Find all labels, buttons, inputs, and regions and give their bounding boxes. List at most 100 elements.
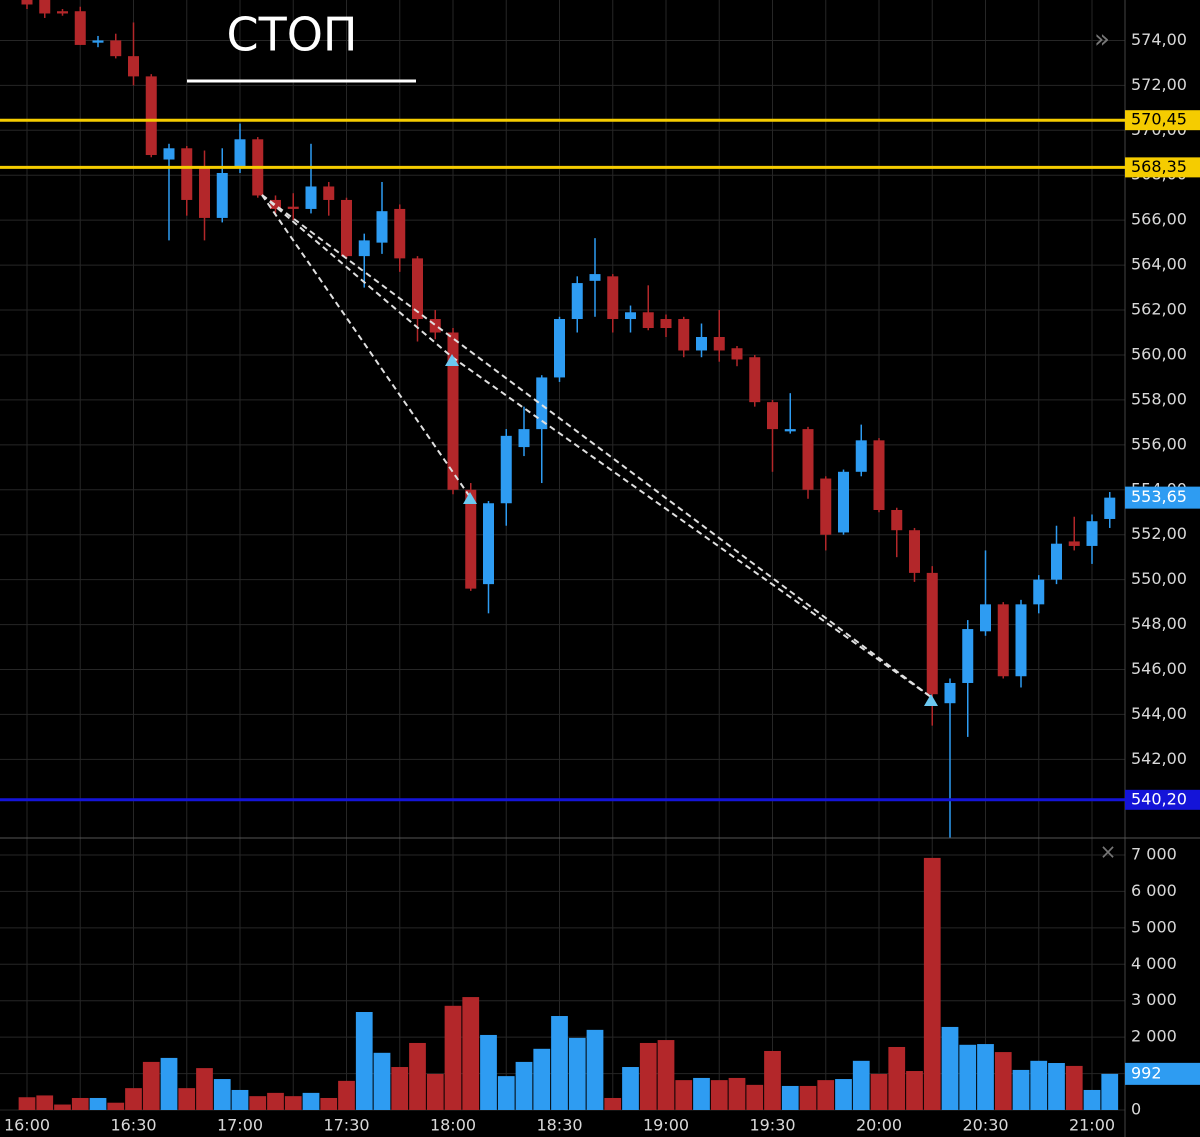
candle-body (1086, 521, 1098, 546)
volume-tick-label: 6 000 (1131, 881, 1177, 900)
volume-bar (125, 1088, 142, 1110)
x-tick-label: 17:30 (323, 1116, 369, 1135)
volume-tick-label: 7 000 (1131, 845, 1177, 864)
candle-body (394, 208, 406, 259)
volume-bar (604, 1097, 622, 1110)
volume-bar (426, 1073, 444, 1110)
volume-bar (817, 1080, 835, 1110)
candle-body (784, 429, 796, 432)
y-tick-label: 548,00 (1131, 614, 1187, 633)
y-tick-label: 572,00 (1131, 75, 1187, 94)
candle-body (341, 199, 352, 257)
volume-tick-label: 3 000 (1131, 990, 1177, 1009)
volume-bar (178, 1088, 196, 1110)
volume-bar (906, 1071, 923, 1110)
x-tick-label: 18:30 (536, 1116, 582, 1135)
volume-bar (462, 997, 480, 1110)
y-tick-label: 542,00 (1131, 749, 1187, 768)
volume-tick-label: 5 000 (1131, 917, 1177, 936)
volume-bar (693, 1077, 710, 1110)
volume-bar (107, 1102, 125, 1110)
volume-bar (675, 1080, 693, 1110)
candle-body (376, 211, 388, 243)
close-icon[interactable]: × (1100, 840, 1117, 864)
volume-bar (409, 1042, 426, 1110)
volume-bar (1065, 1065, 1083, 1110)
y-tick-label: 564,00 (1131, 255, 1187, 274)
axes: 542,00544,00546,00548,00550,00552,00554,… (0, 30, 1200, 1135)
volume-bar (249, 1096, 267, 1110)
volume-bar (320, 1097, 338, 1110)
volume-panel (18, 857, 1119, 1110)
volume-bar (781, 1085, 799, 1110)
level-label: 568,35 (1131, 157, 1187, 176)
candle-body (518, 429, 530, 448)
candle-body (412, 258, 423, 320)
candle-body (163, 148, 175, 160)
last-volume-label: 992 (1131, 1063, 1162, 1082)
candle-body (234, 139, 246, 169)
annotation: СТОП (226, 8, 357, 62)
volume-bar (888, 1046, 906, 1110)
collapse-icon[interactable]: » (1094, 25, 1110, 55)
trend-line (451, 356, 932, 698)
x-tick-label: 19:30 (749, 1116, 795, 1135)
candle-body (855, 440, 867, 472)
y-tick-label: 574,00 (1131, 30, 1187, 49)
volume-bar (284, 1096, 302, 1110)
marker (463, 492, 477, 504)
level-label-box (1125, 157, 1200, 178)
drawings (261, 194, 932, 698)
volume-bar (977, 1044, 994, 1110)
volume-bar (568, 1037, 586, 1110)
x-tick-label: 16:00 (4, 1116, 50, 1135)
volume-bar (89, 1097, 107, 1110)
volume-bar (1048, 1063, 1065, 1110)
volume-bar (994, 1052, 1012, 1110)
y-tick-label: 560,00 (1131, 344, 1187, 363)
level-label-box (1125, 789, 1200, 810)
volume-tick-label: 0 (1131, 1100, 1141, 1119)
candle-body (891, 509, 903, 531)
y-tick-label: 552,00 (1131, 524, 1187, 543)
volume-bar (231, 1089, 249, 1110)
candle-body (181, 148, 193, 200)
y-tick-label: 550,00 (1131, 569, 1187, 588)
candle-body (642, 312, 654, 329)
candle-body (731, 348, 743, 360)
trend-line (261, 194, 453, 358)
candle-body (749, 357, 761, 403)
volume-bar (213, 1079, 231, 1110)
volume-bar (54, 1104, 71, 1110)
x-tick-label: 20:00 (856, 1116, 902, 1135)
candle-body (660, 319, 672, 329)
candle-body (873, 440, 885, 510)
candle-body (199, 166, 210, 218)
candle-body (838, 471, 849, 533)
candle-body (909, 530, 920, 573)
volume-bar (728, 1077, 746, 1110)
volume-bar (18, 1097, 36, 1110)
level-label: 570,45 (1131, 110, 1187, 129)
candle-body (128, 56, 139, 77)
candle-body (145, 76, 157, 156)
volume-bar (1101, 1073, 1119, 1110)
x-tick-label: 17:00 (217, 1116, 263, 1135)
candle-body (1104, 497, 1116, 519)
candle-body (625, 312, 636, 320)
volume-tick-label: 2 000 (1131, 1027, 1177, 1046)
candle-body (607, 276, 619, 320)
volume-bar (338, 1080, 355, 1110)
candle-body (536, 377, 548, 430)
candle-body (1051, 543, 1062, 580)
candle-body (323, 186, 335, 200)
volume-bar (196, 1068, 213, 1110)
candle-body (1068, 541, 1080, 546)
candle-body (447, 332, 459, 490)
candle-body (589, 274, 601, 281)
candle-body (944, 682, 956, 704)
candle-body (465, 489, 477, 589)
level-label-box (1125, 110, 1200, 131)
candle-body (216, 172, 228, 218)
